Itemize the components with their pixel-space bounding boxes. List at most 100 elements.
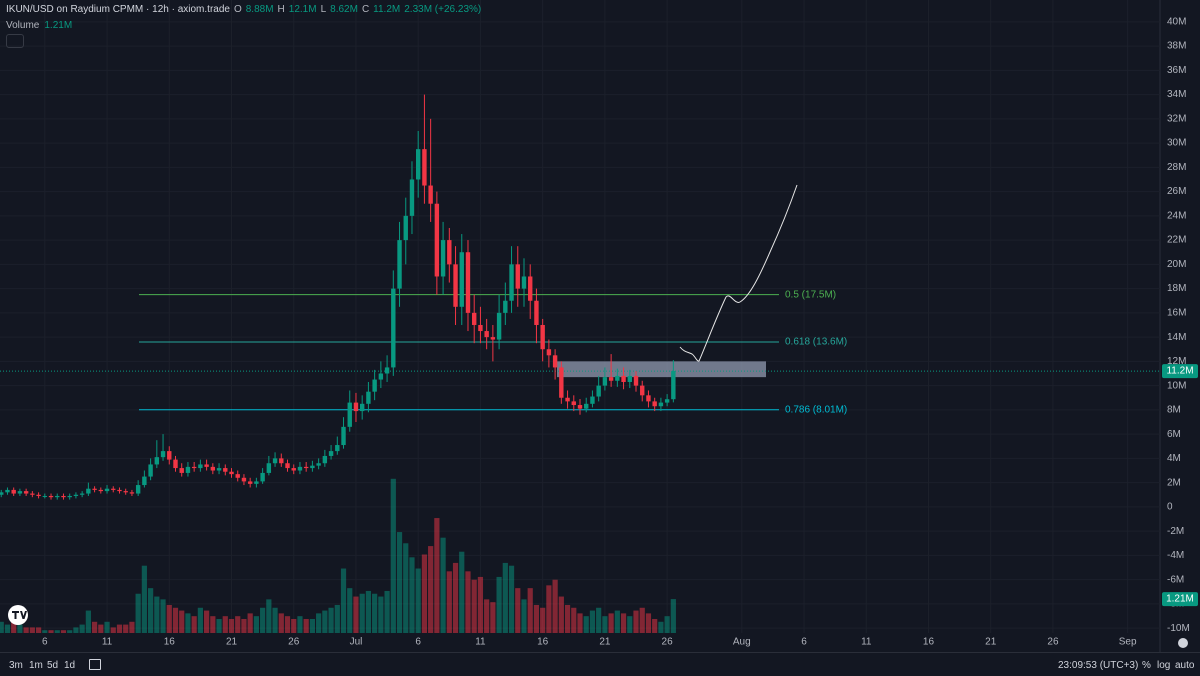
y-tick-label: 2M xyxy=(1167,477,1181,488)
fib-label: 0.5 (17.5M) xyxy=(785,289,836,300)
candle-body xyxy=(104,488,110,492)
volume-bar xyxy=(297,616,303,633)
interval-button[interactable]: 1d xyxy=(64,660,76,671)
candle-body xyxy=(135,485,141,494)
candle-body xyxy=(671,371,676,400)
volume-bar xyxy=(533,604,540,633)
header: IKUN/USD on Raydium CPMM · 12h · axiom.t… xyxy=(6,4,481,15)
volume-bar xyxy=(129,621,135,633)
candle-body xyxy=(36,494,41,496)
volume-bar xyxy=(639,607,645,633)
candle-body xyxy=(646,395,651,402)
volume-bar xyxy=(29,627,35,633)
candle-body xyxy=(160,451,166,458)
candle-body xyxy=(652,401,657,407)
volume-bar xyxy=(17,624,23,633)
volume-bar xyxy=(166,604,172,633)
candle-body xyxy=(285,463,290,469)
volume-bar xyxy=(253,616,259,633)
candle-body xyxy=(353,402,359,412)
y-tick-label: 28M xyxy=(1167,162,1186,173)
volume-bar xyxy=(440,537,446,633)
collapse-button[interactable] xyxy=(6,34,24,48)
volume-bar xyxy=(191,616,197,633)
scale-option[interactable]: % xyxy=(1142,660,1151,671)
candle-body xyxy=(528,276,533,301)
candle-body xyxy=(173,459,178,469)
candle-body xyxy=(210,466,216,471)
settings-icon[interactable] xyxy=(1178,638,1188,648)
candle-body xyxy=(422,149,427,186)
candle-body xyxy=(509,264,514,301)
volume-bar xyxy=(91,621,98,633)
y-tick-label: 14M xyxy=(1167,332,1186,343)
volume-bar xyxy=(409,557,415,633)
volume-bar xyxy=(521,599,527,633)
candle-body xyxy=(565,397,570,402)
candle-body xyxy=(216,468,222,471)
logo-glyph xyxy=(12,611,27,619)
volume-bar xyxy=(197,607,203,633)
volume-bar xyxy=(54,630,60,633)
x-tick-label: 26 xyxy=(288,637,300,648)
volume-bar xyxy=(67,630,73,633)
candle-body xyxy=(384,367,390,374)
volume-bar xyxy=(372,593,378,633)
candle-body xyxy=(310,465,315,469)
y-tick-label: 40M xyxy=(1167,16,1186,27)
candle-body xyxy=(415,149,421,180)
scale-option[interactable]: auto xyxy=(1175,660,1195,671)
volume-bar xyxy=(11,618,17,633)
last-price-badge xyxy=(1162,364,1198,379)
volume-bar xyxy=(471,579,477,633)
interval-button[interactable]: 5d xyxy=(47,660,59,671)
volume-bar xyxy=(266,599,272,633)
candle-body xyxy=(117,489,122,492)
scale-option[interactable]: log xyxy=(1157,660,1171,671)
candle-body xyxy=(478,324,483,332)
volume-title: Volume xyxy=(6,20,40,31)
candle-body xyxy=(347,402,352,427)
volume-bar xyxy=(577,613,583,633)
volume-bar xyxy=(378,596,384,633)
volume-bar xyxy=(328,607,334,633)
ohlc-label: H xyxy=(277,4,285,15)
y-tick-label: 4M xyxy=(1167,453,1181,464)
candle-body xyxy=(534,300,539,325)
candle-body xyxy=(148,464,153,477)
candle-body xyxy=(608,377,614,381)
candle-body xyxy=(11,489,16,494)
volume-bar xyxy=(179,610,185,633)
candle-body xyxy=(5,489,10,493)
volume-bar xyxy=(284,616,291,633)
y-tick-label: -10M xyxy=(1167,623,1190,634)
candle-body xyxy=(185,466,191,473)
volume-bar xyxy=(359,593,365,633)
volume-bar xyxy=(564,604,571,633)
volume-bar xyxy=(583,616,589,633)
y-tick-label: -4M xyxy=(1167,550,1184,561)
candle-body xyxy=(559,367,564,398)
volume-bar xyxy=(172,607,179,633)
candle-body xyxy=(571,401,576,406)
ohlc-label: C xyxy=(361,4,370,15)
candle-body xyxy=(447,240,452,265)
candle-body xyxy=(490,337,496,340)
candle-body xyxy=(229,471,234,475)
candle-body xyxy=(247,481,253,484)
calendar-icon[interactable] xyxy=(89,659,101,670)
candle-body xyxy=(291,468,296,471)
volume-bar xyxy=(228,618,235,633)
volume-bar xyxy=(596,607,602,633)
interval-button[interactable]: 3m xyxy=(9,660,23,671)
tradingview-logo xyxy=(8,605,28,625)
candle-body xyxy=(403,215,408,241)
projection-drawing xyxy=(679,184,798,362)
volume-bar xyxy=(0,621,4,633)
fib-label: 0.618 (13.6M) xyxy=(785,337,847,348)
volume-bar xyxy=(60,630,67,633)
volume-bar xyxy=(247,613,253,633)
interval-button[interactable]: 1m xyxy=(29,660,43,671)
volume-bar xyxy=(148,588,154,633)
candle-body xyxy=(459,252,464,307)
